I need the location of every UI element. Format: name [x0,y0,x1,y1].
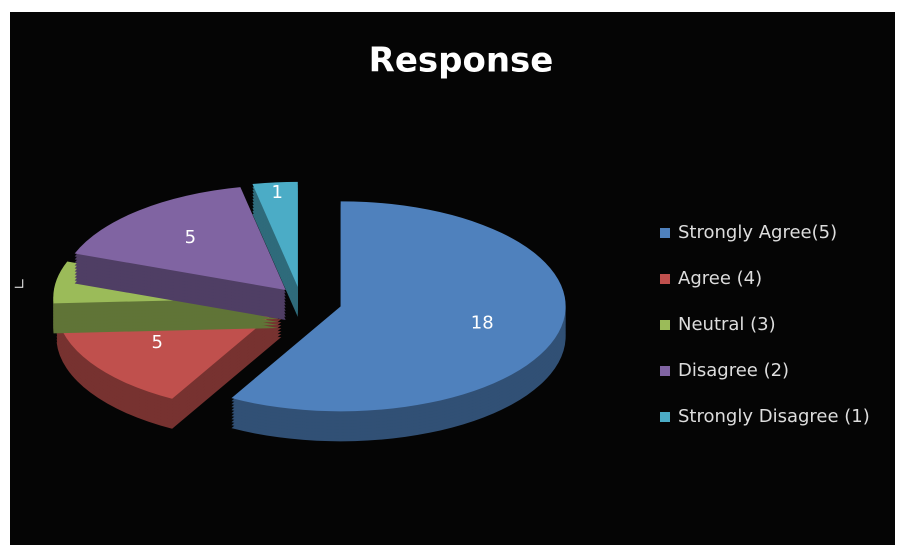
data-label: 5 [151,332,162,353]
data-label: 5 [185,227,196,248]
data-label: 2 [0,270,10,291]
legend-label: Neutral (3) [678,314,776,335]
legend-swatch [660,320,670,330]
legend-swatch [660,412,670,422]
slice-top [74,187,286,290]
slice-top [252,181,298,287]
legend-swatch [660,228,670,238]
data-label: 18 [471,312,494,333]
chart-title: Response [369,41,554,81]
pie-slice [74,187,286,320]
legend-label: Strongly Agree(5) [678,222,837,243]
pie-slice [231,201,566,442]
legend-label: Agree (4) [678,268,762,289]
legend-swatch [660,366,670,376]
legend-label: Disagree (2) [678,360,789,381]
pie-slice [56,306,282,429]
slice-top [231,201,566,412]
pie-slice [252,181,298,317]
legend-label: Strongly Disagree (1) [678,406,870,427]
leader-line [14,279,24,288]
data-label: 1 [272,182,283,203]
legend-swatch [660,274,670,284]
